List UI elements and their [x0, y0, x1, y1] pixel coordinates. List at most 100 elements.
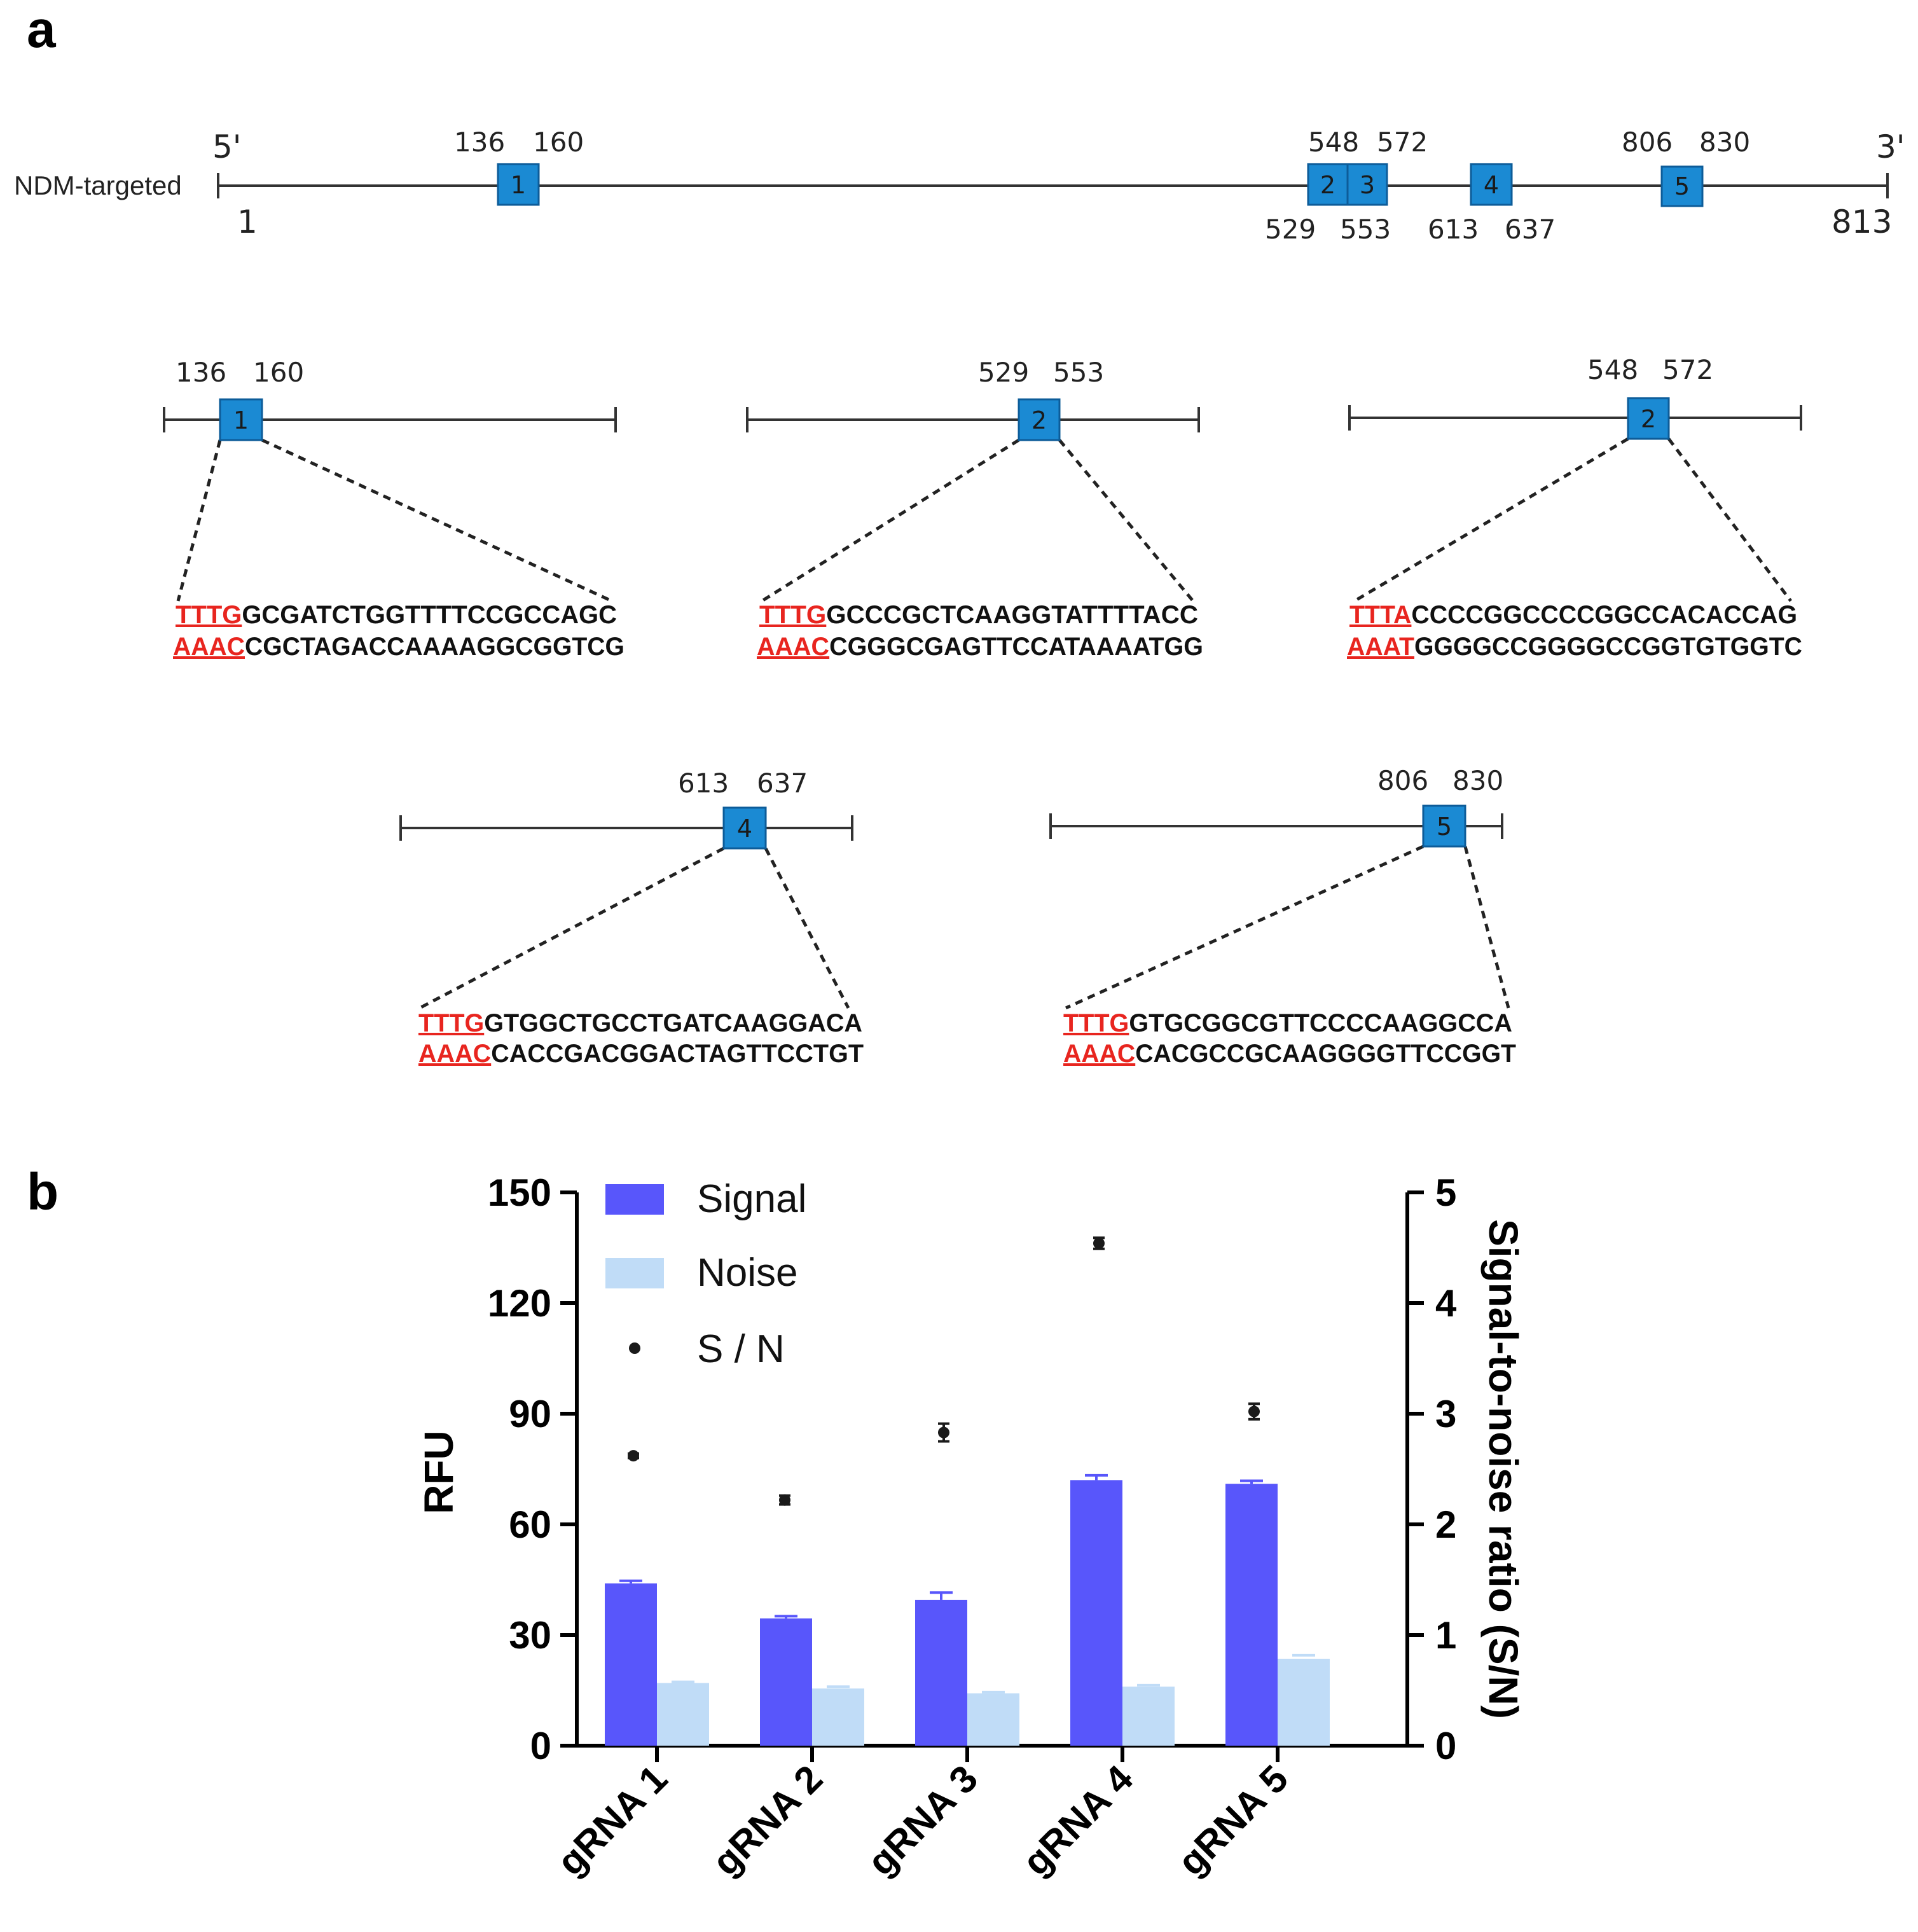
detail-4-dash-right	[764, 847, 850, 1009]
gene-start-number: 1	[237, 204, 258, 240]
detail-3-dash-right	[1667, 438, 1792, 602]
detail-site-5: 5 806 830 TTTGGTGCGGCGTTCCCCAAGGCCA AAAC…	[1049, 765, 1516, 1068]
signal-bar	[915, 1599, 967, 1746]
legend-signal-label: Signal	[697, 1177, 806, 1221]
site-4-start: 613	[1428, 214, 1479, 245]
detail-1-start: 136	[176, 357, 226, 388]
site-1-end: 160	[533, 127, 584, 158]
sn-point	[1093, 1238, 1105, 1250]
detail-3-spacer-top: CCCCGGCCCCGGCCACACCAG	[1411, 601, 1797, 629]
detail-4-spacer-bottom: CACCGACGGACTAGTTCCTGT	[491, 1040, 864, 1068]
sn-point	[938, 1426, 949, 1439]
detail-3-end: 572	[1662, 354, 1713, 385]
detail-5-dash-right	[1463, 846, 1510, 1009]
detail-2-seq-top: TTTGGCCCGCTCAAGGTATTTTACC	[759, 601, 1198, 629]
y-tick-label-right: 3	[1435, 1393, 1456, 1435]
detail-5-pam-top: TTTG	[1063, 1009, 1129, 1037]
y-ticks-right: 0 1 2 3 4 5	[1407, 1171, 1457, 1767]
detail-4-seq-bottom: AAACCACCGACGGACTAGTTCCTGT	[418, 1040, 864, 1068]
site-2-start: 529	[1265, 214, 1316, 245]
site-4-number: 4	[1484, 171, 1499, 199]
sn-point	[628, 1450, 639, 1462]
site-5-number: 5	[1674, 172, 1690, 200]
site-3-box	[1346, 163, 1388, 206]
detail-2-pam-bottom: AAAC	[757, 633, 829, 661]
three-prime-label: 3'	[1876, 128, 1905, 165]
y-tick-label-left: 120	[488, 1282, 551, 1325]
detail-2-spacer-top: GCCCGCTCAAGGTATTTTACC	[826, 601, 1198, 629]
detail-site-4: 4 613 637 TTTGGTGGCTGCCTGATCAAGGACA AAAC…	[399, 768, 864, 1068]
detail-site-1: 1 136 160 TTTGGCGATCTGGTTTTCCGCCAGC AAAC…	[163, 357, 624, 661]
detail-3-seq-top: TTTACCCCGGCCCCGGCCACACCAG	[1349, 601, 1797, 629]
site-5-start: 806	[1622, 127, 1673, 158]
gene-label: NDM-targeted	[14, 170, 182, 200]
detail-2-start: 529	[978, 357, 1029, 388]
detail-4-box	[722, 806, 767, 850]
y2-axis-title: Signal-to-noise ratio (S/N)	[1480, 1219, 1526, 1719]
signal-bar	[760, 1618, 812, 1746]
y-tick-label-left: 60	[509, 1503, 551, 1546]
detail-4-seq-top: TTTGGTGGCTGCCTGATCAAGGACA	[418, 1009, 862, 1037]
detail-5-seq-bottom: AAACCACGCCGCAAGGGGTTCCGGT	[1063, 1040, 1516, 1068]
detail-1-pam-bottom: AAAC	[173, 633, 245, 661]
detail-1-seq-top: TTTGGCGATCTGGTTTTCCGCCAGC	[176, 601, 617, 629]
x-tick-label: gRNA 4	[1014, 1756, 1141, 1883]
y-tick-label-right: 0	[1435, 1725, 1456, 1767]
signal-bar	[1070, 1480, 1122, 1746]
y-tick-label-right: 1	[1435, 1614, 1456, 1657]
detail-3-dash-left	[1353, 437, 1629, 603]
site-4-end: 637	[1505, 214, 1556, 245]
detail-1-spacer-top: GCGATCTGGTTTTCCGCCAGC	[242, 601, 617, 629]
legend-signal-swatch	[605, 1184, 664, 1215]
legend: Signal Noise S / N	[605, 1177, 806, 1371]
y-tick-label-right: 4	[1435, 1282, 1457, 1325]
detail-3-box-number: 2	[1641, 405, 1656, 433]
site-4-box	[1470, 163, 1513, 206]
detail-2-end: 553	[1053, 357, 1104, 388]
detail-5-spacer-bottom: CACGCCGCAAGGGGTTCCGGT	[1135, 1040, 1516, 1068]
detail-5-pam-bottom: AAAC	[1063, 1040, 1135, 1068]
detail-1-box	[219, 398, 263, 441]
detail-1-seq-bottom: AAACCGCTAGACCAAAAGGCGGTCG	[173, 633, 624, 661]
detail-4-pam-bottom: AAAC	[418, 1040, 491, 1068]
legend-noise-swatch	[605, 1258, 664, 1288]
detail-1-pam-top: TTTG	[176, 601, 242, 629]
detail-2-spacer-bottom: CGGGCGAGTTCCATAAAATGG	[829, 633, 1203, 661]
y-ticks-left: 0 30 60 90 120 150	[488, 1171, 577, 1767]
x-tick-label: gRNA 3	[859, 1757, 986, 1884]
site-5-box	[1660, 165, 1704, 207]
detail-3-pam-bottom: AAAT	[1347, 633, 1414, 661]
detail-3-pam-top: TTTA	[1349, 601, 1411, 629]
detail-1-dash-right	[261, 438, 613, 603]
detail-5-end: 830	[1452, 765, 1503, 796]
signal-bar	[605, 1583, 657, 1746]
noise-bar	[967, 1693, 1019, 1746]
site-3-number: 3	[1360, 171, 1375, 199]
x-ticks: gRNA 1 gRNA 2 gRNA 3 gRNA 4 gRNA 5	[549, 1746, 1296, 1884]
legend-sn-label: S / N	[697, 1327, 785, 1371]
detail-1-spacer-bottom: CGCTAGACCAAAAGGCGGTCG	[245, 633, 624, 661]
detail-site-2: 2 529 553 TTTGGCCCGCTCAAGGTATTTTACC AAAC…	[746, 357, 1203, 661]
detail-2-seq-bottom: AAACCGGGCGAGTTCCATAAAATGG	[757, 633, 1203, 661]
detail-2-dash-right	[1058, 439, 1194, 602]
site-3-end: 572	[1377, 127, 1428, 158]
detail-5-spacer-top: GTGCGGCGTTCCCCAAGGCCA	[1129, 1009, 1512, 1037]
detail-2-pam-top: TTTG	[759, 601, 826, 629]
detail-4-end: 637	[757, 768, 808, 799]
detail-2-dash-left	[761, 438, 1020, 603]
sn-point	[779, 1494, 790, 1506]
detail-5-box	[1422, 804, 1466, 848]
detail-2-box	[1018, 398, 1061, 441]
site-1-box	[497, 163, 540, 206]
site-2-number: 2	[1320, 171, 1335, 199]
panel-b-label: b	[27, 1163, 59, 1221]
detail-5-box-number: 5	[1437, 813, 1452, 841]
gene-end-number: 813	[1832, 204, 1892, 240]
detail-4-spacer-top: GTGGCTGCCTGATCAAGGACA	[484, 1009, 862, 1037]
site-3-start: 548	[1308, 127, 1359, 158]
sn-points	[628, 1236, 1260, 1506]
y-tick-label-left: 30	[509, 1614, 551, 1657]
x-tick-label: gRNA 2	[704, 1757, 831, 1884]
